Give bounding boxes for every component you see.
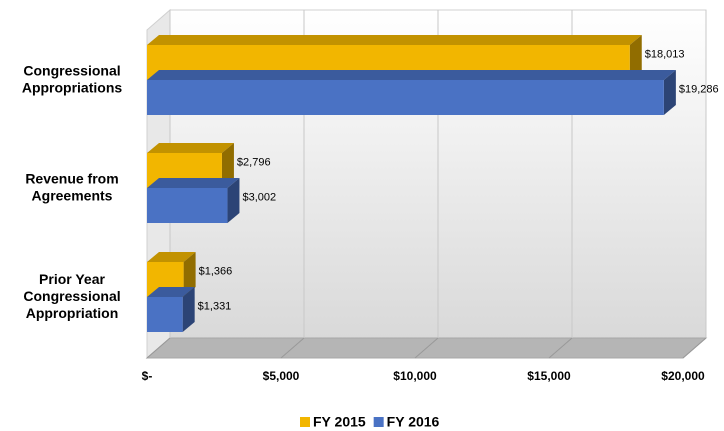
- x-tick-label: $5,000: [263, 369, 300, 383]
- bar-end: [663, 70, 676, 115]
- legend-swatch: [373, 417, 384, 427]
- bar-end: [629, 35, 642, 80]
- bar: [147, 70, 676, 115]
- x-tick-label: $10,000: [393, 369, 437, 383]
- category-label-line: Revenue from: [25, 170, 118, 186]
- category-label-line: Congressional: [23, 62, 120, 78]
- grid-line: [414, 337, 439, 359]
- bar-top: [147, 178, 240, 188]
- x-tick-label: $20,000: [661, 369, 705, 383]
- value-label: $1,366: [199, 265, 233, 277]
- grid-line: [280, 337, 305, 359]
- category-label-line: Prior Year: [39, 271, 105, 287]
- value-label: $3,002: [242, 191, 276, 203]
- category-label-line: Appropriations: [22, 79, 123, 95]
- x-tick-label: $15,000: [527, 369, 571, 383]
- bar-top: [147, 252, 196, 262]
- bar-front: [147, 80, 664, 115]
- bar-top: [147, 287, 195, 297]
- bar: [147, 287, 195, 332]
- bar-front: [147, 297, 183, 332]
- grid-line: [548, 337, 573, 359]
- category-label-line: Congressional: [23, 288, 120, 304]
- bar-top: [147, 70, 676, 80]
- category-label-line: Agreements: [32, 187, 113, 203]
- category-label: Revenue from Agreements: [25, 170, 118, 203]
- bar-end: [221, 143, 234, 188]
- bar: [147, 178, 240, 223]
- category-label: Congressional Appropriations: [22, 62, 123, 95]
- value-label: $1,331: [198, 300, 232, 312]
- grid-line: [682, 337, 707, 359]
- grid-line: [146, 337, 171, 359]
- bar-top: [147, 35, 642, 45]
- category-label: Prior Year Congressional Appropriation: [23, 271, 120, 321]
- bar-end: [182, 287, 195, 332]
- legend-label: FY 2016: [387, 414, 440, 430]
- bar-end: [183, 252, 196, 297]
- x-tick-label: $-: [142, 369, 153, 383]
- legend-swatch: [300, 417, 310, 427]
- bar-end: [227, 178, 240, 223]
- bar-top: [147, 143, 234, 153]
- value-label: $18,013: [645, 48, 685, 60]
- category-label-line: Appropriation: [26, 305, 119, 321]
- bar-front: [147, 188, 228, 223]
- legend-label: FY 2015: [313, 414, 366, 430]
- value-label: $2,796: [237, 156, 271, 168]
- value-label: $19,286: [679, 83, 719, 95]
